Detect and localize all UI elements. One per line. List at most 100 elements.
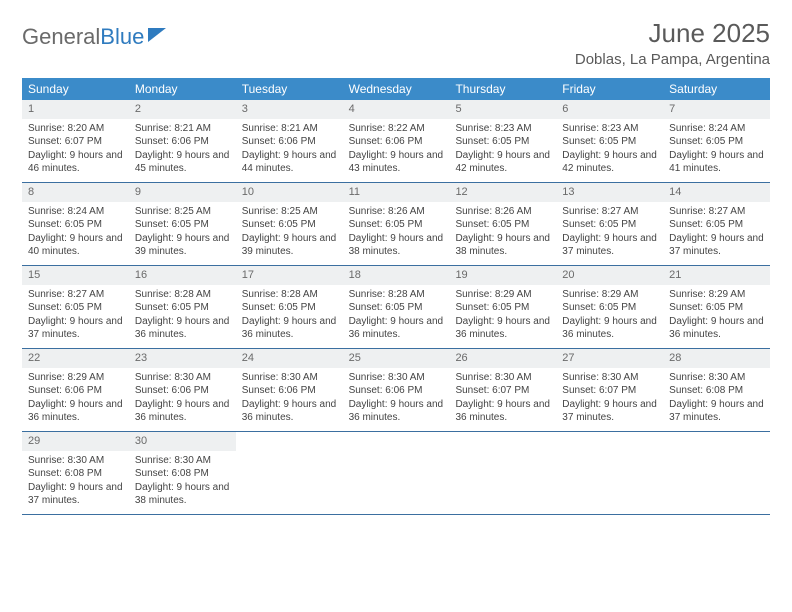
day-body: Sunrise: 8:30 AMSunset: 6:06 PMDaylight:…	[343, 368, 450, 431]
sunrise-text: Sunrise: 8:21 AM	[242, 122, 337, 136]
sunrise-text: Sunrise: 8:29 AM	[669, 288, 764, 302]
day-cell	[343, 432, 450, 514]
dow-cell: Monday	[129, 78, 236, 100]
day-body: Sunrise: 8:24 AMSunset: 6:05 PMDaylight:…	[663, 119, 770, 182]
page-header: GeneralBlue June 2025 Doblas, La Pampa, …	[22, 18, 770, 68]
daylight-text: Daylight: 9 hours and 39 minutes.	[135, 232, 230, 259]
day-cell	[663, 432, 770, 514]
logo: GeneralBlue	[22, 18, 166, 50]
day-cell: 21Sunrise: 8:29 AMSunset: 6:05 PMDayligh…	[663, 266, 770, 348]
day-body: Sunrise: 8:30 AMSunset: 6:08 PMDaylight:…	[129, 451, 236, 514]
day-cell: 5Sunrise: 8:23 AMSunset: 6:05 PMDaylight…	[449, 100, 556, 182]
daylight-text: Daylight: 9 hours and 36 minutes.	[28, 398, 123, 425]
day-body: Sunrise: 8:25 AMSunset: 6:05 PMDaylight:…	[129, 202, 236, 265]
sunrise-text: Sunrise: 8:27 AM	[28, 288, 123, 302]
daylight-text: Daylight: 9 hours and 44 minutes.	[242, 149, 337, 176]
week-row: 8Sunrise: 8:24 AMSunset: 6:05 PMDaylight…	[22, 183, 770, 266]
day-cell: 28Sunrise: 8:30 AMSunset: 6:08 PMDayligh…	[663, 349, 770, 431]
daylight-text: Daylight: 9 hours and 45 minutes.	[135, 149, 230, 176]
day-number: 21	[663, 266, 770, 285]
day-body: Sunrise: 8:26 AMSunset: 6:05 PMDaylight:…	[343, 202, 450, 265]
day-body: Sunrise: 8:30 AMSunset: 6:07 PMDaylight:…	[449, 368, 556, 431]
daylight-text: Daylight: 9 hours and 37 minutes.	[669, 232, 764, 259]
day-cell: 18Sunrise: 8:28 AMSunset: 6:05 PMDayligh…	[343, 266, 450, 348]
day-number: 11	[343, 183, 450, 202]
sunset-text: Sunset: 6:05 PM	[455, 135, 550, 149]
week-row: 15Sunrise: 8:27 AMSunset: 6:05 PMDayligh…	[22, 266, 770, 349]
sunrise-text: Sunrise: 8:26 AM	[455, 205, 550, 219]
calendar-grid: SundayMondayTuesdayWednesdayThursdayFrid…	[22, 78, 770, 515]
day-cell: 19Sunrise: 8:29 AMSunset: 6:05 PMDayligh…	[449, 266, 556, 348]
day-number: 19	[449, 266, 556, 285]
day-body: Sunrise: 8:24 AMSunset: 6:05 PMDaylight:…	[22, 202, 129, 265]
month-title: June 2025	[575, 18, 770, 49]
daylight-text: Daylight: 9 hours and 37 minutes.	[669, 398, 764, 425]
day-cell: 14Sunrise: 8:27 AMSunset: 6:05 PMDayligh…	[663, 183, 770, 265]
daylight-text: Daylight: 9 hours and 38 minutes.	[349, 232, 444, 259]
sunrise-text: Sunrise: 8:25 AM	[242, 205, 337, 219]
day-number: 25	[343, 349, 450, 368]
day-cell: 4Sunrise: 8:22 AMSunset: 6:06 PMDaylight…	[343, 100, 450, 182]
sunset-text: Sunset: 6:05 PM	[242, 218, 337, 232]
day-number: 1	[22, 100, 129, 119]
day-cell: 30Sunrise: 8:30 AMSunset: 6:08 PMDayligh…	[129, 432, 236, 514]
week-row: 29Sunrise: 8:30 AMSunset: 6:08 PMDayligh…	[22, 432, 770, 515]
sunrise-text: Sunrise: 8:27 AM	[562, 205, 657, 219]
day-number: 4	[343, 100, 450, 119]
day-number: 29	[22, 432, 129, 451]
day-body: Sunrise: 8:20 AMSunset: 6:07 PMDaylight:…	[22, 119, 129, 182]
day-body: Sunrise: 8:30 AMSunset: 6:08 PMDaylight:…	[663, 368, 770, 431]
day-body: Sunrise: 8:21 AMSunset: 6:06 PMDaylight:…	[236, 119, 343, 182]
day-number: 28	[663, 349, 770, 368]
sunset-text: Sunset: 6:05 PM	[242, 301, 337, 315]
day-number: 5	[449, 100, 556, 119]
day-cell: 17Sunrise: 8:28 AMSunset: 6:05 PMDayligh…	[236, 266, 343, 348]
day-cell: 13Sunrise: 8:27 AMSunset: 6:05 PMDayligh…	[556, 183, 663, 265]
day-cell: 23Sunrise: 8:30 AMSunset: 6:06 PMDayligh…	[129, 349, 236, 431]
daylight-text: Daylight: 9 hours and 36 minutes.	[455, 398, 550, 425]
day-body: Sunrise: 8:26 AMSunset: 6:05 PMDaylight:…	[449, 202, 556, 265]
sunrise-text: Sunrise: 8:30 AM	[28, 454, 123, 468]
sunset-text: Sunset: 6:07 PM	[28, 135, 123, 149]
sunset-text: Sunset: 6:05 PM	[669, 135, 764, 149]
day-cell: 8Sunrise: 8:24 AMSunset: 6:05 PMDaylight…	[22, 183, 129, 265]
day-number: 26	[449, 349, 556, 368]
day-body: Sunrise: 8:27 AMSunset: 6:05 PMDaylight:…	[22, 285, 129, 348]
day-cell	[449, 432, 556, 514]
dow-cell: Sunday	[22, 78, 129, 100]
daylight-text: Daylight: 9 hours and 36 minutes.	[242, 315, 337, 342]
weeks-container: 1Sunrise: 8:20 AMSunset: 6:07 PMDaylight…	[22, 100, 770, 515]
day-cell: 12Sunrise: 8:26 AMSunset: 6:05 PMDayligh…	[449, 183, 556, 265]
day-cell: 16Sunrise: 8:28 AMSunset: 6:05 PMDayligh…	[129, 266, 236, 348]
day-number: 9	[129, 183, 236, 202]
day-number: 17	[236, 266, 343, 285]
sunrise-text: Sunrise: 8:24 AM	[669, 122, 764, 136]
sunset-text: Sunset: 6:05 PM	[562, 301, 657, 315]
sunset-text: Sunset: 6:08 PM	[135, 467, 230, 481]
week-row: 1Sunrise: 8:20 AMSunset: 6:07 PMDaylight…	[22, 100, 770, 183]
day-number: 13	[556, 183, 663, 202]
daylight-text: Daylight: 9 hours and 36 minutes.	[135, 398, 230, 425]
day-body: Sunrise: 8:25 AMSunset: 6:05 PMDaylight:…	[236, 202, 343, 265]
day-cell	[236, 432, 343, 514]
sunset-text: Sunset: 6:06 PM	[135, 384, 230, 398]
day-number: 3	[236, 100, 343, 119]
logo-text-part2: Blue	[100, 24, 144, 50]
day-number: 14	[663, 183, 770, 202]
sunrise-text: Sunrise: 8:23 AM	[455, 122, 550, 136]
sunset-text: Sunset: 6:06 PM	[349, 135, 444, 149]
day-body: Sunrise: 8:29 AMSunset: 6:05 PMDaylight:…	[449, 285, 556, 348]
sunrise-text: Sunrise: 8:23 AM	[562, 122, 657, 136]
sunrise-text: Sunrise: 8:21 AM	[135, 122, 230, 136]
day-cell: 15Sunrise: 8:27 AMSunset: 6:05 PMDayligh…	[22, 266, 129, 348]
daylight-text: Daylight: 9 hours and 36 minutes.	[135, 315, 230, 342]
day-number: 20	[556, 266, 663, 285]
day-number: 18	[343, 266, 450, 285]
day-body: Sunrise: 8:30 AMSunset: 6:06 PMDaylight:…	[236, 368, 343, 431]
dow-cell: Thursday	[449, 78, 556, 100]
sunset-text: Sunset: 6:06 PM	[28, 384, 123, 398]
day-cell: 9Sunrise: 8:25 AMSunset: 6:05 PMDaylight…	[129, 183, 236, 265]
daylight-text: Daylight: 9 hours and 36 minutes.	[455, 315, 550, 342]
sunrise-text: Sunrise: 8:25 AM	[135, 205, 230, 219]
day-cell: 1Sunrise: 8:20 AMSunset: 6:07 PMDaylight…	[22, 100, 129, 182]
